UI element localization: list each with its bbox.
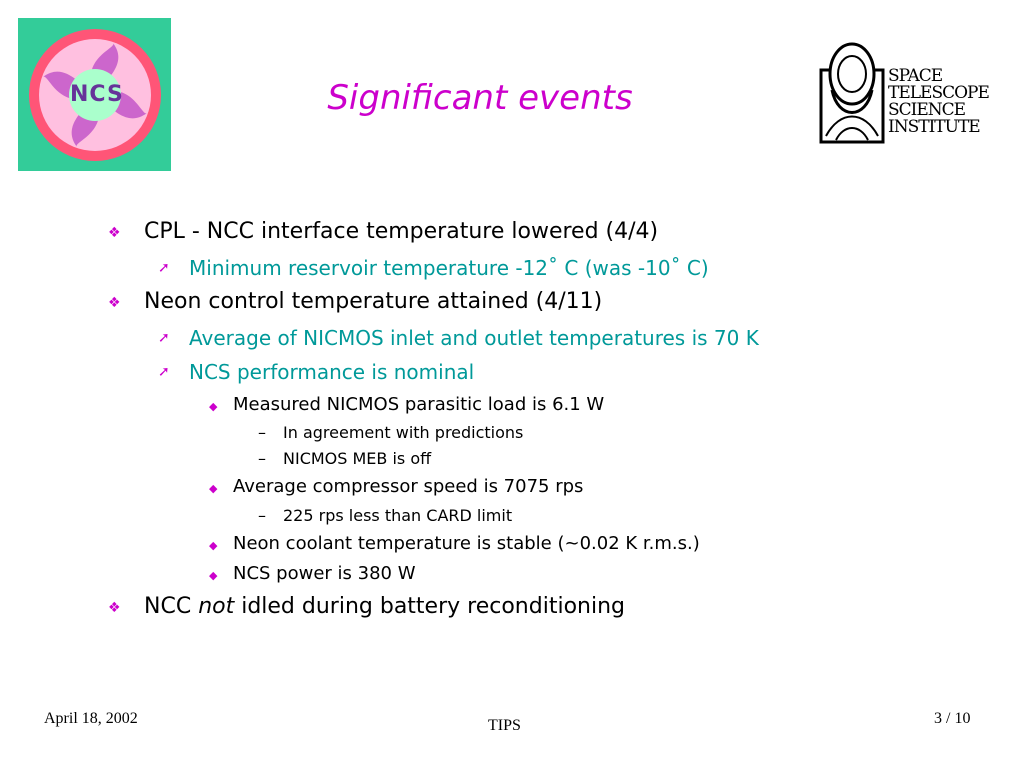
bullet-level-3: Average compressor speed is 7075 rps bbox=[233, 476, 583, 497]
diamond-bullet-icon: ◆ bbox=[209, 539, 218, 552]
bullet-text: Average of NICMOS inlet and outlet tempe… bbox=[189, 326, 759, 350]
bullet-level-1: NCC not idled during battery recondition… bbox=[144, 594, 625, 619]
bullet-level-2: NCS performance is nominal bbox=[189, 360, 474, 384]
bullet-text: CPL - NCC interface temperature lowered … bbox=[144, 219, 659, 244]
footer-page-number: 3 / 10 bbox=[934, 710, 971, 727]
arrow-bullet-icon: ➚ bbox=[158, 260, 170, 276]
bullet-level-4: 225 rps less than CARD limit bbox=[283, 506, 512, 525]
arrow-bullet-icon: ➚ bbox=[158, 330, 170, 346]
diamond-cluster-bullet-icon: ❖ bbox=[108, 295, 121, 311]
footer-date: April 18, 2002 bbox=[44, 710, 138, 727]
arrow-bullet-icon: ➚ bbox=[158, 364, 170, 380]
bullet-text: NCS power is 380 W bbox=[233, 563, 416, 584]
dash-bullet-icon: – bbox=[258, 506, 266, 525]
bullet-text: Neon control temperature attained (4/11) bbox=[144, 289, 603, 314]
stsci-logo-text: SPACE TELESCOPE SCIENCE INSTITUTE bbox=[888, 66, 990, 137]
bullet-text: NCC bbox=[144, 594, 199, 619]
stsci-logo: SPACE TELESCOPE SCIENCE INSTITUTE bbox=[818, 40, 990, 152]
bullet-text: NCS performance is nominal bbox=[189, 360, 475, 384]
diamond-bullet-icon: ◆ bbox=[209, 482, 218, 495]
ncs-logo: NCS bbox=[18, 18, 171, 171]
bullet-text: Measured NICMOS parasitic load is 6.1 W bbox=[233, 394, 605, 415]
bullet-level-2: Average of NICMOS inlet and outlet tempe… bbox=[189, 326, 759, 350]
bullet-text: 225 rps less than CARD limit bbox=[283, 506, 513, 525]
bullet-level-1: CPL - NCC interface temperature lowered … bbox=[144, 219, 658, 244]
bullet-text: Average compressor speed is 7075 rps bbox=[233, 476, 584, 497]
bullet-text: not bbox=[198, 594, 235, 619]
diamond-bullet-icon: ◆ bbox=[209, 400, 218, 413]
bullet-text: idled during battery reconditioning bbox=[234, 594, 625, 619]
ncs-logo-text: NCS bbox=[70, 82, 124, 107]
bullet-level-4: In agreement with predictions bbox=[283, 423, 523, 442]
diamond-cluster-bullet-icon: ❖ bbox=[108, 225, 121, 241]
dash-bullet-icon: – bbox=[258, 449, 266, 468]
dash-bullet-icon: – bbox=[258, 423, 266, 442]
stsci-emblem-icon bbox=[819, 42, 885, 144]
bullet-level-3: NCS power is 380 W bbox=[233, 563, 416, 584]
diamond-bullet-icon: ◆ bbox=[209, 569, 218, 582]
bullet-text: Neon coolant temperature is stable (~0.0… bbox=[233, 533, 700, 554]
bullet-level-4: NICMOS MEB is off bbox=[283, 449, 431, 468]
bullet-level-3: Measured NICMOS parasitic load is 6.1 W bbox=[233, 394, 604, 415]
slide-title: Significant events bbox=[327, 78, 633, 118]
footer-title: TIPS bbox=[488, 717, 521, 734]
bullet-level-3: Neon coolant temperature is stable (~0.0… bbox=[233, 533, 700, 554]
bullet-text: Minimum reservoir temperature -12˚ C (wa… bbox=[189, 256, 709, 280]
diamond-cluster-bullet-icon: ❖ bbox=[108, 600, 121, 616]
bullet-text: In agreement with predictions bbox=[283, 423, 524, 442]
bullet-level-1: Neon control temperature attained (4/11) bbox=[144, 289, 602, 314]
bullet-text: NICMOS MEB is off bbox=[283, 449, 432, 468]
bullet-level-2: Minimum reservoir temperature -12˚ C (wa… bbox=[189, 256, 709, 280]
